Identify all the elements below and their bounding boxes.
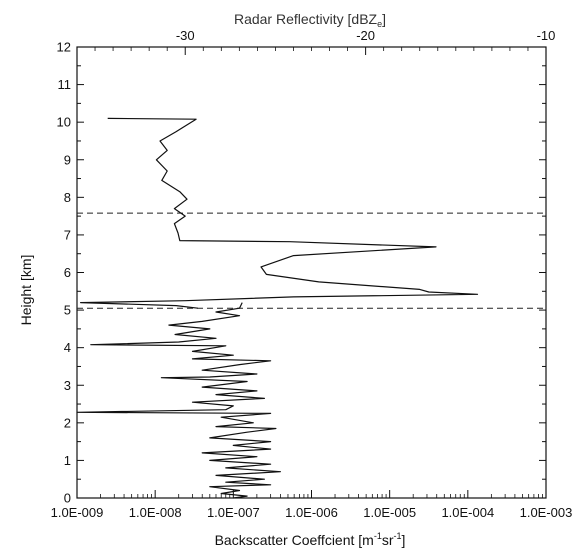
y-tick-label: 12 [57, 40, 71, 55]
x-tick-label: 1.0E-006 [285, 505, 338, 520]
radar-reflectivity-line [79, 117, 479, 309]
x-tick-label: 1.0E-004 [441, 505, 494, 520]
x-tick-label: 1.0E-007 [207, 505, 260, 520]
top-tick-label: -10 [537, 28, 556, 43]
y-tick-label: 1 [64, 453, 71, 468]
x-tick-label: 1.0E-003 [520, 505, 573, 520]
x-tick-label: 1.0E-009 [51, 505, 104, 520]
y-tick-label: 7 [64, 227, 71, 242]
y-tick-label: 0 [64, 491, 71, 506]
top-tick-label: -30 [176, 28, 195, 43]
x-tick-label: 1.0E-008 [129, 505, 182, 520]
y-tick-label: 8 [64, 190, 71, 205]
y-tick-label: 11 [58, 77, 72, 92]
top-tick-label: -20 [356, 28, 375, 43]
y-tick-label: 2 [64, 415, 71, 430]
y-tick-label: 10 [57, 115, 71, 130]
top-axis-title: Radar Reflectivity [dBZe] [234, 11, 386, 29]
y-axis-title: Height [km] [18, 255, 34, 326]
y-tick-label: 9 [64, 152, 71, 167]
bottom-axis-title: Backscatter Coeffcient [m-1sr-1] [215, 531, 406, 548]
x-tick-label: 1.0E-005 [363, 505, 416, 520]
backscatter-line [76, 302, 281, 499]
y-tick-label: 6 [64, 265, 71, 280]
y-tick-label: 5 [64, 303, 71, 318]
y-tick-label: 3 [64, 378, 71, 393]
y-tick-label: 4 [64, 340, 71, 355]
plot-frame [76, 46, 547, 499]
